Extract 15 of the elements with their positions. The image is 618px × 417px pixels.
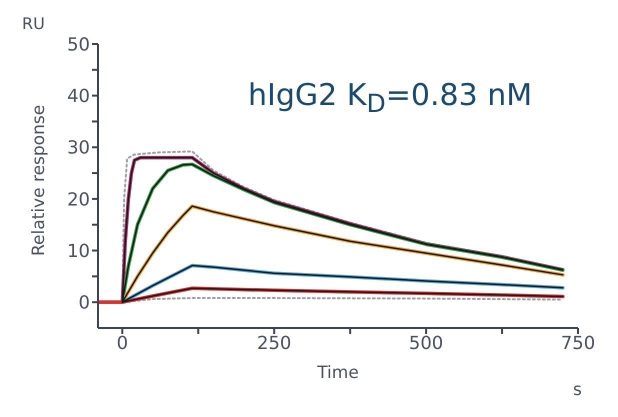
x-tick-label: 250: [257, 332, 292, 354]
x-tick-label: 750: [560, 332, 596, 354]
y-tick-label: 10: [67, 240, 90, 262]
y-tick-label: 50: [67, 34, 90, 56]
y-tick-label: 20: [67, 189, 90, 210]
x-axis-title: Time: [316, 363, 359, 383]
y-tick-label: 30: [67, 138, 90, 159]
x-tick-label: 0: [116, 332, 128, 354]
text: RU: [22, 14, 45, 33]
annotation: hIgG2 K$_{D}$=0.83 nM: [248, 78, 532, 118]
y-tick-label: 0: [78, 292, 90, 314]
y-axis-title: Relative response: [29, 104, 50, 256]
x-tick-label: 500: [408, 332, 444, 354]
y-tick-label: 40: [67, 86, 90, 108]
text: s: [573, 380, 582, 400]
